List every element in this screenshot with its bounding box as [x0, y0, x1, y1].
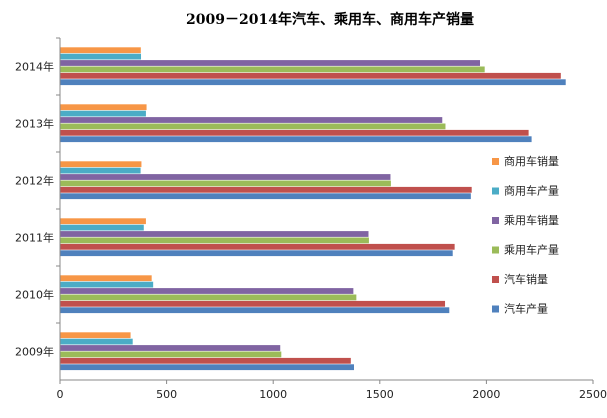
legend-label: 汽车销量 — [504, 272, 548, 286]
y-tick-label: 2010年 — [15, 288, 54, 302]
bar — [60, 332, 131, 339]
legend-label: 汽车产量 — [504, 302, 548, 316]
bar — [60, 351, 282, 358]
legend-swatch — [492, 305, 499, 313]
bar — [60, 250, 453, 257]
legend-label: 乘用车产量 — [504, 243, 559, 257]
legend-swatch — [492, 187, 499, 195]
bar — [60, 237, 369, 244]
bar — [60, 167, 141, 174]
bar — [60, 79, 566, 86]
bar — [60, 338, 133, 345]
bar — [60, 72, 561, 79]
y-tick-label: 2011年 — [15, 231, 54, 245]
bar — [60, 364, 354, 371]
legend-swatch — [492, 158, 499, 165]
y-tick-label: 2013年 — [15, 117, 54, 131]
x-tick-label: 2000 — [472, 388, 500, 401]
bar — [60, 60, 480, 66]
bar — [60, 104, 147, 111]
bar — [60, 47, 141, 54]
bar — [60, 307, 450, 314]
bar — [60, 275, 152, 282]
legend-swatch — [492, 217, 499, 224]
bar — [60, 345, 281, 351]
bar — [60, 281, 154, 288]
bar — [60, 123, 446, 130]
bar — [60, 300, 446, 307]
bar — [60, 288, 354, 294]
bar — [60, 243, 455, 250]
bar — [60, 180, 391, 187]
y-tick-label: 2014年 — [15, 60, 54, 74]
bar — [60, 218, 146, 225]
x-tick-label: 1500 — [366, 388, 394, 401]
x-tick-label: 1000 — [259, 388, 287, 401]
legend-swatch — [492, 246, 499, 254]
bar — [60, 294, 357, 301]
bar — [60, 53, 142, 60]
bar — [60, 186, 472, 193]
x-tick-label: 2500 — [579, 388, 607, 401]
chart-title: 2009－2014年汽车、乘用车、商用车产销量 — [186, 11, 474, 28]
legend-label: 商用车产量 — [504, 184, 559, 198]
x-tick-label: 500 — [156, 388, 177, 401]
bar — [60, 110, 146, 117]
bar — [60, 161, 142, 168]
y-tick-label: 2009年 — [15, 345, 54, 359]
bar — [60, 224, 144, 231]
y-tick-label: 2012年 — [15, 174, 54, 188]
legend-swatch — [492, 276, 499, 283]
bar — [60, 193, 471, 200]
bar — [60, 129, 529, 136]
bar — [60, 174, 391, 180]
legend-label: 乘用车销量 — [504, 213, 559, 227]
bar — [60, 66, 485, 73]
bar — [60, 357, 351, 364]
bar — [60, 136, 532, 143]
legend-label: 商用车销量 — [504, 154, 559, 168]
x-tick-label: 0 — [57, 388, 64, 401]
bar — [60, 231, 369, 237]
bar — [60, 117, 443, 123]
plot-area: 2014年 2013年 2012年 2011年 2010年 2009年 0 500 1000 15… — [15, 37, 607, 401]
